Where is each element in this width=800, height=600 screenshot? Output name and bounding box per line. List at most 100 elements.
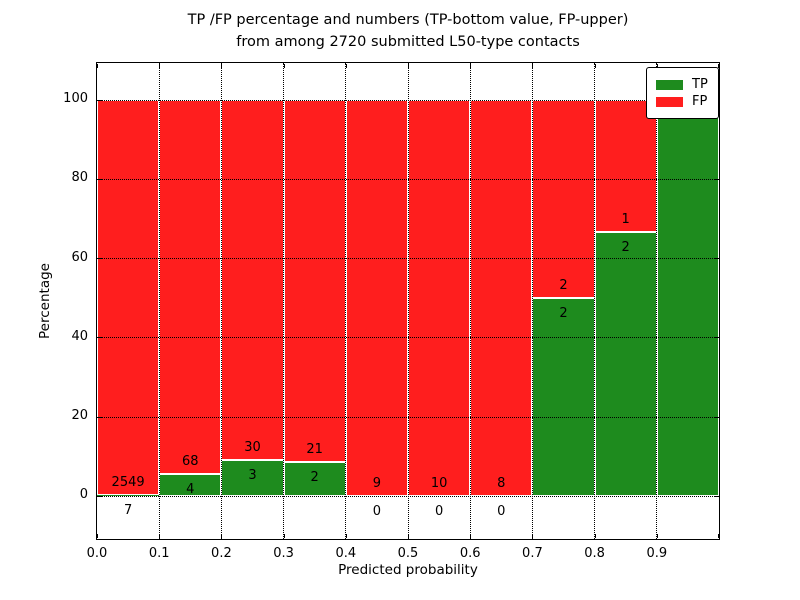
y-tick-label: 0 — [79, 487, 88, 503]
tp-swatch-icon — [656, 79, 683, 90]
x-tick-label: 0.2 — [211, 546, 232, 561]
tp-count-label: 4 — [186, 482, 195, 498]
y-tick-mark — [98, 258, 102, 260]
x-tick-mark — [283, 534, 285, 538]
bar-segment-fp — [345, 100, 408, 497]
x-tick-label: 0.5 — [397, 546, 419, 561]
y-tick-label: 100 — [63, 91, 88, 107]
fp-count-label: 9 — [372, 475, 382, 491]
x-tick-mark — [718, 534, 719, 538]
y-tick-mark — [98, 337, 102, 339]
y-tick-mark — [714, 416, 718, 418]
bar-segment-tp — [532, 298, 595, 497]
x-tick-mark — [345, 534, 347, 538]
bar-segment-fp — [159, 100, 222, 475]
fp-count-label: 68 — [182, 453, 199, 469]
x-tick-label: 0.0 — [86, 546, 108, 561]
fp-count-label: 21 — [306, 441, 323, 457]
v-gridline — [220, 63, 222, 539]
tp-count-label: 7 — [123, 502, 133, 518]
x-tick-mark — [97, 534, 98, 538]
bar-segment-fp — [97, 100, 160, 496]
x-tick-mark — [408, 64, 409, 68]
chart-title-line1: TP /FP percentage and numbers (TP-bottom… — [187, 12, 629, 28]
y-tick-label: 40 — [71, 328, 88, 344]
v-gridline — [283, 63, 285, 539]
x-tick-mark — [97, 64, 98, 68]
bar-segment-fp — [283, 100, 346, 462]
y-tick-mark — [98, 99, 102, 101]
x-tick-label: 0.9 — [646, 546, 668, 561]
x-tick-mark — [159, 64, 161, 68]
bar-segment-fp — [532, 100, 595, 299]
x-tick-mark — [532, 64, 534, 68]
bar-segment-tp — [283, 461, 346, 497]
x-tick-mark — [656, 64, 658, 68]
v-gridline — [594, 63, 596, 539]
v-gridline — [345, 63, 347, 539]
tp-count-label: 0 — [372, 504, 382, 520]
v-gridline — [407, 63, 409, 539]
x-tick-label: 0.1 — [148, 546, 170, 561]
bar-segment-tp — [594, 232, 657, 497]
tp-count-label: 2 — [310, 469, 319, 485]
legend: TP FP — [646, 67, 719, 119]
v-gridline — [531, 63, 533, 539]
legend-item-fp: FP — [656, 94, 708, 109]
tp-count-label: 2 — [559, 306, 568, 322]
y-tick-label: 20 — [71, 408, 88, 424]
x-tick-label: 0.7 — [522, 546, 543, 561]
fp-swatch-icon — [656, 96, 683, 107]
x-tick-mark — [345, 64, 347, 68]
x-tick-mark — [159, 534, 161, 538]
v-gridline — [158, 63, 160, 539]
fp-count-label: 2549 — [111, 474, 145, 490]
chart-title-line2: from among 2720 submitted L50-type conta… — [236, 34, 580, 50]
y-tick-mark — [714, 495, 718, 497]
y-tick-label: 80 — [71, 170, 88, 186]
fp-count-label: 1 — [621, 211, 630, 227]
fp-count-label: 30 — [244, 439, 261, 455]
bar-segment-fp — [594, 100, 657, 233]
fp-count-label: 2 — [559, 277, 568, 293]
x-tick-mark — [718, 64, 719, 68]
v-gridline — [656, 63, 658, 539]
x-tick-mark — [594, 64, 596, 68]
fp-count-label: 10 — [430, 475, 448, 491]
v-gridline — [469, 63, 471, 539]
tp-count-label: 0 — [434, 504, 444, 520]
x-tick-mark — [594, 534, 596, 538]
x-tick-mark — [221, 64, 223, 68]
x-tick-mark — [283, 64, 285, 68]
y-tick-mark — [714, 258, 718, 260]
bar-segment-tp — [97, 495, 160, 497]
bar-segment-tp — [221, 460, 284, 497]
y-tick-mark — [714, 178, 718, 180]
y-tick-mark — [98, 416, 102, 418]
x-tick-label: 0.6 — [459, 546, 481, 561]
legend-label-tp: TP — [692, 77, 708, 92]
tp-count-label: 0 — [497, 504, 506, 520]
tp-count-label: 3 — [248, 468, 257, 484]
bar-segment-tp — [656, 100, 719, 497]
bar-segment-fp — [221, 100, 284, 461]
tp-count-label: 2 — [621, 240, 630, 256]
x-tick-mark — [470, 64, 472, 68]
x-axis-label: Predicted probability — [338, 562, 478, 578]
fp-count-label: 8 — [497, 475, 506, 491]
chart-title: TP /FP percentage and numbers (TP-bottom… — [96, 9, 720, 53]
y-tick-label: 60 — [71, 249, 88, 265]
plot-area: 254976843032129010080221202 — [96, 62, 720, 540]
y-tick-mark — [98, 178, 102, 180]
y-tick-mark — [714, 337, 718, 339]
x-tick-mark — [656, 534, 658, 538]
x-tick-mark — [470, 534, 472, 538]
x-tick-label: 0.4 — [335, 546, 357, 561]
x-tick-label: 0.3 — [273, 546, 294, 561]
x-tick-mark — [408, 534, 409, 538]
x-tick-mark — [221, 534, 223, 538]
x-tick-label: 0.8 — [584, 546, 605, 561]
bar-segment-fp — [408, 100, 471, 497]
bar-segment-fp — [470, 100, 533, 497]
